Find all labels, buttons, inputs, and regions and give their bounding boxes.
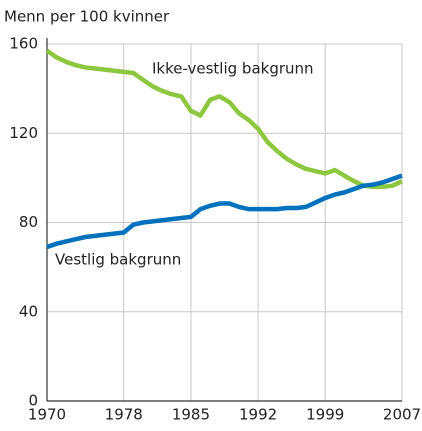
series-label: Ikke-vestlig bakgrunn: [152, 60, 314, 78]
y-tick-label: 160: [9, 35, 38, 53]
y-tick-label: 0: [28, 392, 38, 410]
x-tick-label: 1992: [239, 406, 277, 424]
y-axis-label: Menn per 100 kvinner: [4, 8, 170, 26]
line-series: [45, 48, 403, 190]
y-tick-label: 120: [9, 124, 38, 142]
x-tick-label: 1999: [306, 406, 344, 424]
x-tick-label: 1985: [172, 406, 210, 424]
y-tick-label: 40: [19, 302, 38, 320]
y-tick-label: 80: [19, 213, 38, 231]
series-label: Vestlig bakgrunn: [55, 251, 181, 269]
x-tick-label: 1970: [28, 406, 66, 424]
x-tick-label: 1978: [105, 406, 143, 424]
x-tick-label: 2007: [383, 406, 421, 424]
line-series: [46, 173, 403, 250]
